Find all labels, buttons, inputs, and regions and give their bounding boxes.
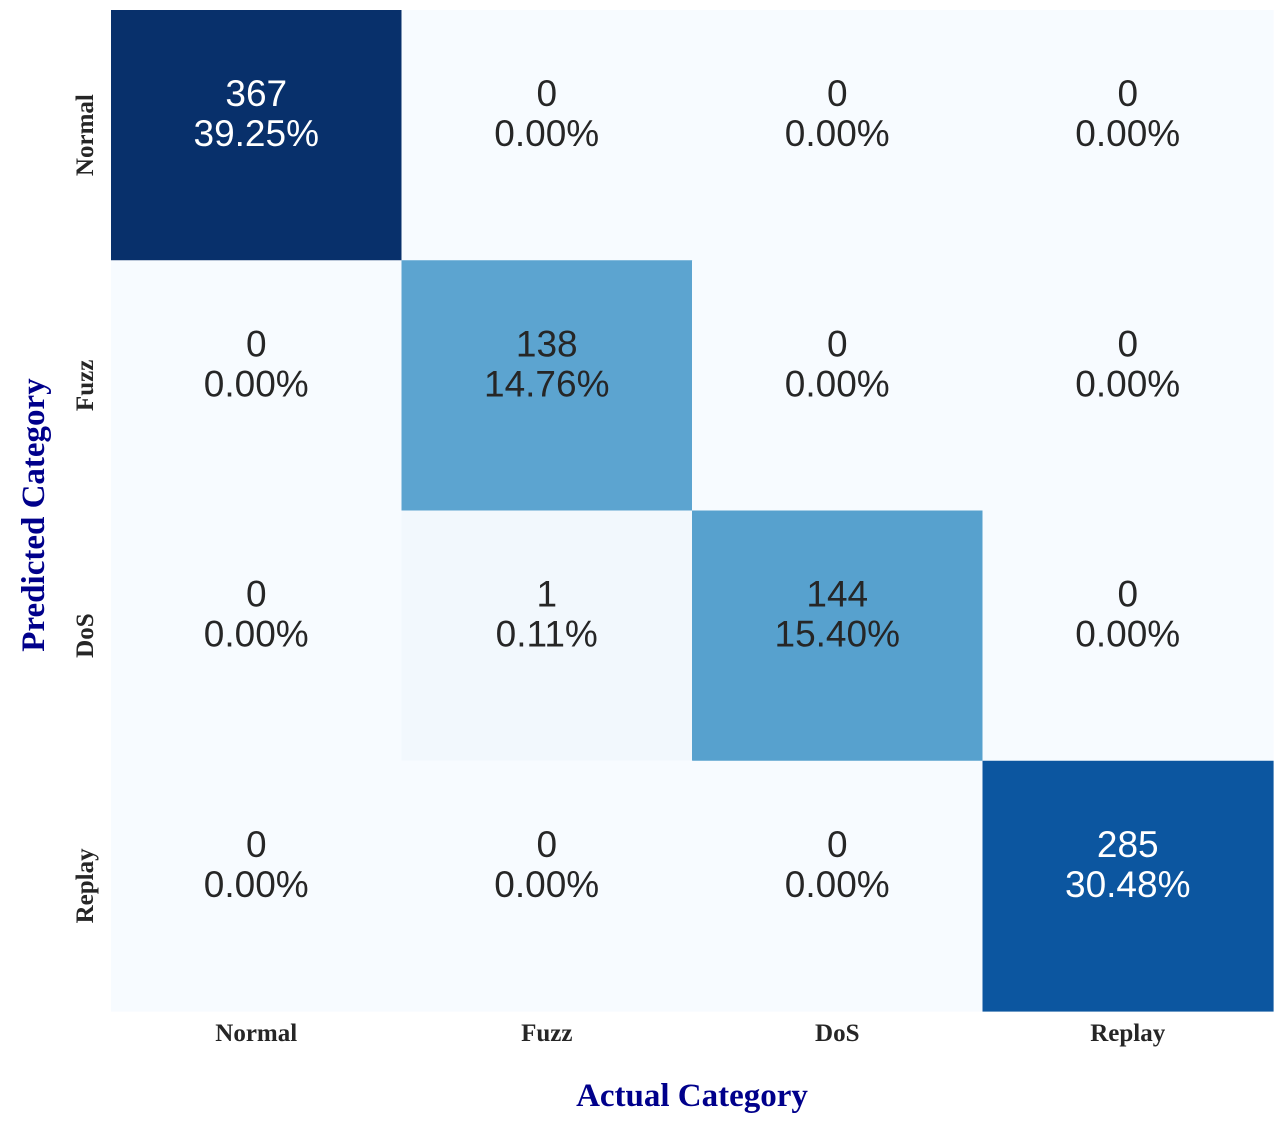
cell-percent-r2-c1: 0.11%	[496, 614, 598, 655]
heatmap-cells	[111, 10, 1274, 1012]
cell-count-r3-c2: 0	[827, 824, 848, 865]
cell-count-r3-c3: 285	[1097, 824, 1159, 865]
cell-percent-r0-c2: 0.00%	[785, 113, 890, 154]
cell-count-r0-c0: 367	[225, 73, 287, 114]
y-axis-tick-labels: Normal Fuzz DoS Replay	[72, 94, 99, 923]
cell-percent-r3-c2: 0.00%	[785, 864, 890, 905]
cell-percent-r2-c3: 0.00%	[1075, 614, 1180, 655]
cell-count-r0-c2: 0	[827, 73, 848, 114]
cell-count-r1-c0: 0	[246, 323, 267, 364]
heatmap-cell-r1-c3	[982, 260, 1274, 512]
heatmap-cell-r1-c2	[692, 260, 984, 512]
x-tick-label-dos: DoS	[815, 1020, 859, 1047]
y-axis-title: Predicted Category	[16, 378, 52, 652]
heatmap-cell-r2-c1	[401, 510, 693, 762]
cell-percent-r0-c0: 39.25%	[194, 113, 320, 154]
heatmap-cell-r0-c0	[111, 10, 403, 261]
cell-count-r3-c0: 0	[246, 824, 267, 865]
cell-percent-r3-c1: 0.00%	[494, 864, 599, 905]
cell-percent-r1-c2: 0.00%	[785, 363, 890, 404]
cell-count-r1-c1: 138	[516, 323, 578, 364]
cell-percent-r0-c1: 0.00%	[494, 113, 599, 154]
y-tick-label-dos: DoS	[72, 613, 99, 657]
heatmap-cell-r3-c2	[692, 760, 984, 1012]
cell-percent-r2-c0: 0.00%	[204, 614, 309, 655]
heatmap-cell-r2-c2	[692, 510, 984, 762]
x-tick-label-replay: Replay	[1090, 1020, 1166, 1047]
cell-count-r3-c1: 0	[536, 824, 557, 865]
cell-count-r2-c0: 0	[246, 574, 267, 615]
cell-percent-r0-c3: 0.00%	[1075, 113, 1180, 154]
heatmap-cell-r0-c1	[401, 10, 693, 261]
cell-count-r1-c2: 0	[827, 323, 848, 364]
x-axis-tick-labels: Normal Fuzz DoS Replay	[215, 1020, 1165, 1047]
cell-percent-r1-c3: 0.00%	[1075, 363, 1180, 404]
heatmap-cell-r0-c3	[982, 10, 1274, 261]
cell-percent-r1-c1: 14.76%	[484, 363, 610, 404]
cell-count-r1-c3: 0	[1117, 323, 1138, 364]
heatmap-cell-r3-c3	[982, 760, 1274, 1012]
cell-percent-r3-c3: 30.48%	[1065, 864, 1191, 905]
x-tick-label-normal: Normal	[215, 1020, 297, 1047]
cell-percent-r1-c0: 0.00%	[204, 363, 309, 404]
heatmap-cell-r1-c0	[111, 260, 403, 512]
heatmap-cell-labels: 36739.25%00.00%00.00%00.00%00.00%13814.7…	[194, 73, 1191, 905]
y-tick-label-replay: Replay	[72, 848, 99, 924]
cell-count-r2-c1: 1	[536, 574, 557, 615]
cell-count-r0-c3: 0	[1117, 73, 1138, 114]
heatmap-cell-r2-c0	[111, 510, 403, 762]
heatmap-cell-r3-c0	[111, 760, 403, 1012]
heatmap-cell-r2-c3	[982, 510, 1274, 762]
cell-count-r2-c3: 0	[1117, 574, 1138, 615]
y-tick-label-normal: Normal	[72, 94, 99, 176]
x-tick-label-fuzz: Fuzz	[521, 1020, 572, 1047]
cell-count-r2-c2: 144	[806, 574, 868, 615]
y-tick-label-fuzz: Fuzz	[72, 360, 99, 411]
heatmap-cell-r0-c2	[692, 10, 984, 261]
x-axis-title: Actual Category	[576, 1078, 808, 1114]
heatmap-cell-r3-c1	[401, 760, 693, 1012]
cell-count-r0-c1: 0	[536, 73, 557, 114]
heatmap-cell-r1-c1	[401, 260, 693, 512]
cell-percent-r3-c0: 0.00%	[204, 864, 309, 905]
cell-percent-r2-c2: 15.40%	[775, 614, 901, 655]
